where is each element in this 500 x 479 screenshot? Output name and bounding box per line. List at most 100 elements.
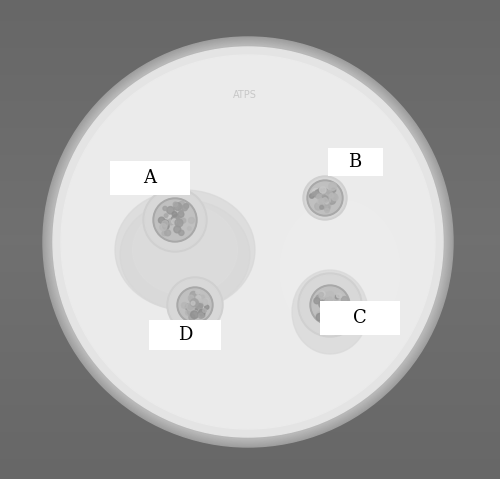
Circle shape — [320, 205, 324, 209]
Circle shape — [326, 292, 334, 299]
Circle shape — [160, 224, 167, 230]
Circle shape — [201, 299, 207, 305]
Circle shape — [300, 275, 360, 335]
Circle shape — [200, 304, 203, 307]
Ellipse shape — [302, 281, 358, 343]
Text: C: C — [353, 309, 367, 327]
Circle shape — [328, 304, 332, 309]
Circle shape — [173, 215, 179, 220]
Circle shape — [330, 309, 336, 314]
Bar — [328, 148, 382, 176]
Circle shape — [337, 294, 342, 298]
Circle shape — [326, 194, 330, 198]
Circle shape — [153, 198, 197, 242]
Circle shape — [328, 304, 332, 307]
Circle shape — [196, 301, 203, 308]
Circle shape — [173, 218, 178, 224]
Circle shape — [180, 211, 183, 214]
Circle shape — [167, 206, 174, 214]
Circle shape — [172, 216, 177, 221]
Circle shape — [43, 37, 453, 447]
Circle shape — [316, 313, 324, 321]
Circle shape — [325, 191, 333, 198]
Circle shape — [319, 292, 324, 297]
Circle shape — [325, 195, 331, 201]
Circle shape — [322, 194, 330, 202]
Circle shape — [48, 41, 448, 443]
Circle shape — [325, 200, 328, 204]
Circle shape — [333, 295, 339, 301]
Circle shape — [318, 312, 322, 316]
Circle shape — [328, 193, 332, 197]
Circle shape — [328, 303, 332, 308]
Circle shape — [189, 295, 196, 302]
Circle shape — [330, 194, 334, 198]
Circle shape — [155, 200, 195, 240]
Circle shape — [188, 309, 193, 315]
Circle shape — [182, 302, 187, 308]
Circle shape — [322, 198, 328, 203]
Circle shape — [172, 217, 178, 223]
Circle shape — [317, 298, 321, 302]
Circle shape — [332, 194, 338, 201]
Circle shape — [192, 302, 198, 308]
Circle shape — [174, 226, 181, 233]
Circle shape — [320, 292, 326, 299]
Ellipse shape — [280, 200, 400, 340]
Circle shape — [190, 299, 198, 307]
Circle shape — [198, 309, 205, 316]
Circle shape — [196, 296, 201, 300]
Circle shape — [178, 207, 183, 211]
Circle shape — [310, 285, 350, 325]
Circle shape — [342, 297, 348, 303]
Circle shape — [50, 44, 446, 440]
Circle shape — [190, 311, 198, 319]
Circle shape — [198, 308, 203, 313]
Circle shape — [181, 218, 186, 223]
Circle shape — [336, 293, 342, 298]
Circle shape — [328, 306, 332, 309]
Circle shape — [321, 196, 325, 200]
Circle shape — [336, 301, 342, 307]
Circle shape — [145, 190, 205, 250]
Circle shape — [174, 216, 178, 221]
Text: D: D — [178, 326, 192, 344]
Circle shape — [322, 195, 326, 198]
Circle shape — [167, 277, 223, 333]
Circle shape — [318, 196, 325, 204]
Circle shape — [45, 39, 451, 445]
Circle shape — [189, 314, 195, 320]
Circle shape — [320, 299, 324, 303]
Circle shape — [53, 47, 443, 437]
Circle shape — [330, 302, 337, 309]
Circle shape — [188, 304, 193, 309]
Circle shape — [322, 196, 328, 201]
Circle shape — [328, 297, 332, 301]
Circle shape — [168, 219, 174, 225]
Circle shape — [339, 305, 342, 308]
Circle shape — [177, 287, 213, 323]
Circle shape — [194, 301, 198, 304]
Circle shape — [188, 217, 194, 223]
Circle shape — [163, 206, 167, 210]
Circle shape — [320, 187, 326, 193]
Circle shape — [184, 204, 188, 208]
Circle shape — [319, 301, 326, 308]
Circle shape — [320, 291, 325, 297]
Circle shape — [164, 214, 168, 217]
Circle shape — [48, 42, 448, 442]
Circle shape — [322, 203, 328, 209]
Circle shape — [190, 291, 197, 298]
Circle shape — [305, 178, 345, 218]
Circle shape — [179, 201, 184, 207]
Circle shape — [162, 220, 168, 227]
Circle shape — [175, 219, 183, 227]
Ellipse shape — [292, 270, 368, 354]
Bar — [110, 161, 190, 195]
Circle shape — [298, 273, 362, 337]
Circle shape — [172, 217, 180, 223]
Circle shape — [326, 300, 332, 305]
Circle shape — [319, 198, 324, 204]
Circle shape — [309, 182, 341, 214]
Circle shape — [162, 223, 169, 229]
